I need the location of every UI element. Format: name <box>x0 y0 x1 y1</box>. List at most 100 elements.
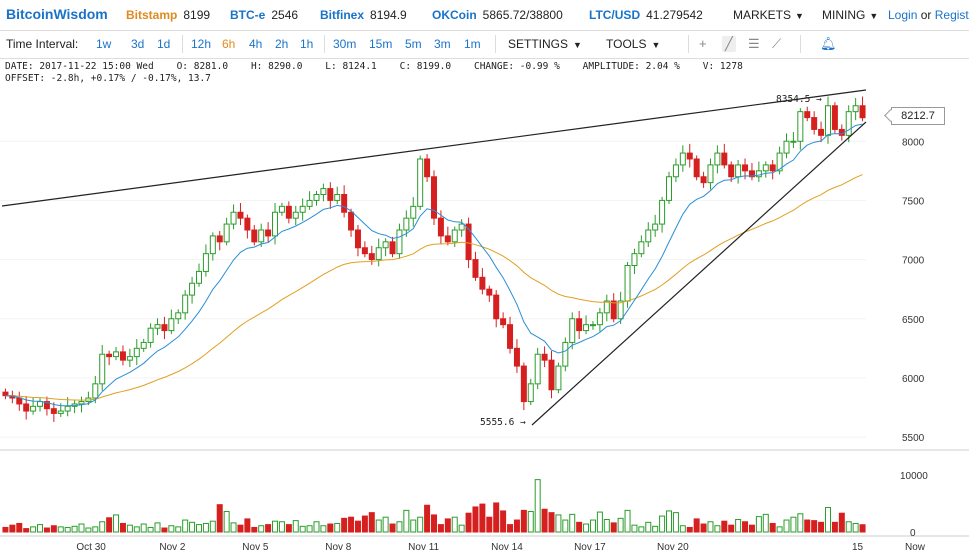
volume-bar <box>348 516 355 533</box>
interval-15m[interactable]: 15m <box>369 37 393 51</box>
volume-bar <box>472 506 479 533</box>
volume-bar <box>113 514 120 533</box>
interval-1d[interactable]: 1d <box>157 37 171 51</box>
interval-12h[interactable]: 12h <box>191 37 212 51</box>
volume-bar <box>693 518 700 533</box>
candle-body <box>845 111 852 136</box>
volume-bar <box>755 516 762 533</box>
tools-menu[interactable]: TOOLS ▼ <box>606 37 661 51</box>
volume-bar <box>161 527 168 533</box>
volume-bar <box>299 525 306 533</box>
candle-body <box>721 152 728 166</box>
volume-bar <box>672 512 679 533</box>
candle-body <box>320 188 327 195</box>
volume-bar <box>230 522 237 533</box>
volume-bar <box>78 523 85 533</box>
candle-body <box>859 105 866 119</box>
volume-bar <box>285 524 292 533</box>
volume-bar <box>617 517 624 533</box>
candle-body <box>389 241 396 255</box>
candle-body <box>403 217 410 231</box>
candle-body <box>700 176 707 184</box>
fibonacci-icon[interactable]: ☰ <box>748 36 760 51</box>
volume-bar <box>154 522 161 533</box>
volume-bar <box>396 521 403 533</box>
exchange-btce[interactable]: BTC-e 2546 <box>230 8 299 22</box>
volume-bar <box>57 526 64 533</box>
candle-body <box>37 401 44 407</box>
interval-30m[interactable]: 30m <box>333 37 357 51</box>
candle-body <box>811 117 818 130</box>
candle-body <box>748 170 755 178</box>
candle-body <box>693 158 700 178</box>
candle-body <box>99 353 106 385</box>
interval-3d[interactable]: 3d <box>131 37 145 51</box>
volume-bar <box>251 526 258 533</box>
candle-body <box>569 318 576 343</box>
or-text: or <box>920 8 932 22</box>
candle-body <box>43 401 50 410</box>
markets-menu[interactable]: MARKETS ▼ <box>733 8 804 22</box>
candle-body <box>672 164 679 178</box>
volume-bar <box>486 516 493 533</box>
volume-bar <box>596 511 603 533</box>
lower-trendline[interactable] <box>531 121 867 426</box>
register-link[interactable]: Regist <box>934 8 969 22</box>
candle-body <box>368 253 375 261</box>
time-axis: Oct 30 Nov 2 Nov 5 Nov 8 Nov 11 Nov 14 Nov 17 N… <box>76 542 925 553</box>
volume-bar <box>645 521 652 533</box>
exchange-okcoin[interactable]: OKCoin 5865.72/38800 <box>432 8 563 22</box>
candle-body <box>313 194 320 201</box>
mining-menu[interactable]: MINING ▼ <box>822 8 879 22</box>
price-axis: 5500 6000 6500 7000 7500 8000 <box>902 137 925 444</box>
candle-body <box>265 229 272 237</box>
exchange-ltcusd[interactable]: LTC/USD 41.279542 <box>589 8 703 22</box>
exchange-bitfinex[interactable]: Bitfinex 8194.9 <box>320 8 407 22</box>
time-tick-label: Nov 11 <box>408 542 439 553</box>
volume-bar <box>811 520 818 533</box>
volume-bar <box>638 526 645 533</box>
candle-body <box>327 188 334 201</box>
volume-bar <box>375 519 382 533</box>
volume-bar <box>659 515 666 533</box>
upper-trendline[interactable] <box>1 89 867 207</box>
candle-body <box>30 405 37 412</box>
price-chart[interactable]: 8354.5 → 5555.6 → 5500 6000 6500 7000 7500 80… <box>0 58 969 556</box>
candle-body <box>64 405 71 412</box>
candle-body <box>230 211 237 225</box>
candle-body <box>354 229 361 249</box>
interval-5m[interactable]: 5m <box>405 37 422 51</box>
chevron-down-icon: ▼ <box>869 11 879 21</box>
volume-bar <box>133 526 140 533</box>
candle-body <box>534 353 541 385</box>
interval-3m[interactable]: 3m <box>434 37 451 51</box>
interval-1w[interactable]: 1w <box>96 37 112 51</box>
brand-logo[interactable]: BitcoinWisdom <box>6 6 108 22</box>
trendline-icon[interactable]: ╱ <box>722 36 736 52</box>
interval-1h[interactable]: 1h <box>300 37 314 51</box>
volume-tick-label: 0 <box>910 528 916 539</box>
time-tick-label: Nov 14 <box>491 542 523 553</box>
crosshair-icon[interactable]: + <box>699 36 707 51</box>
interval-1m[interactable]: 1m <box>464 37 481 51</box>
candle-body <box>596 312 603 326</box>
candle-body <box>285 205 292 219</box>
settings-menu[interactable]: SETTINGS ▼ <box>508 37 582 51</box>
fan-icon[interactable]: ⟋ <box>772 36 782 51</box>
candle-body <box>679 152 686 166</box>
candle-body <box>458 223 465 231</box>
interval-2h[interactable]: 2h <box>275 37 289 51</box>
interval-6h[interactable]: 6h <box>222 37 236 51</box>
volume-bar <box>265 524 272 533</box>
login-link[interactable]: Login <box>888 8 918 22</box>
candle-body <box>769 164 776 172</box>
low-annotation: 5555.6 → <box>480 417 526 428</box>
exchange-bitstamp[interactable]: Bitstamp 8199 <box>126 8 211 22</box>
volume-bar <box>534 479 541 533</box>
interval-4h[interactable]: 4h <box>249 37 263 51</box>
toolbar-divider <box>324 35 325 53</box>
ohlc-info: DATE: 2017-11-22 15:00 Wed O: 8281.0 H: … <box>5 61 743 72</box>
bell-icon[interactable]: 🔔︎ <box>820 36 837 51</box>
candle-body <box>735 164 742 178</box>
volume-bar <box>50 525 57 533</box>
